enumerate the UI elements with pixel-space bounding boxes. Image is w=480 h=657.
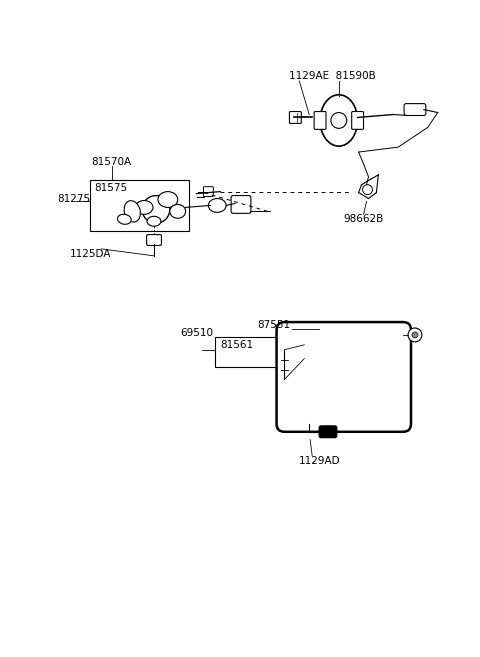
Ellipse shape (320, 95, 358, 146)
Ellipse shape (118, 214, 131, 224)
Text: 1129AE  81590B: 1129AE 81590B (289, 71, 376, 81)
Text: 81570A: 81570A (92, 157, 132, 167)
Ellipse shape (170, 204, 186, 218)
Text: 81575: 81575 (95, 183, 128, 193)
Ellipse shape (158, 192, 178, 208)
Text: 87551: 87551 (257, 320, 290, 330)
Text: 1129AD: 1129AD (300, 455, 341, 466)
Ellipse shape (208, 198, 226, 212)
FancyBboxPatch shape (314, 112, 326, 129)
Circle shape (408, 328, 422, 342)
FancyBboxPatch shape (231, 196, 251, 214)
Circle shape (362, 185, 372, 194)
Bar (90, 180, 189, 231)
FancyBboxPatch shape (289, 112, 301, 124)
Ellipse shape (135, 200, 153, 214)
Text: 98662B: 98662B (344, 214, 384, 224)
Circle shape (412, 332, 418, 338)
FancyBboxPatch shape (319, 426, 337, 438)
Ellipse shape (147, 216, 161, 226)
FancyBboxPatch shape (146, 235, 161, 246)
Text: 81275: 81275 (57, 194, 90, 204)
Text: 1125DA: 1125DA (70, 249, 111, 259)
Text: 81561: 81561 (220, 340, 253, 350)
Circle shape (331, 112, 347, 128)
Ellipse shape (142, 196, 170, 223)
Ellipse shape (124, 200, 141, 222)
FancyBboxPatch shape (352, 112, 363, 129)
FancyBboxPatch shape (204, 187, 213, 196)
FancyBboxPatch shape (404, 104, 426, 116)
Text: 69510: 69510 (180, 328, 214, 338)
FancyBboxPatch shape (276, 322, 411, 432)
Bar (216, 337, 304, 367)
